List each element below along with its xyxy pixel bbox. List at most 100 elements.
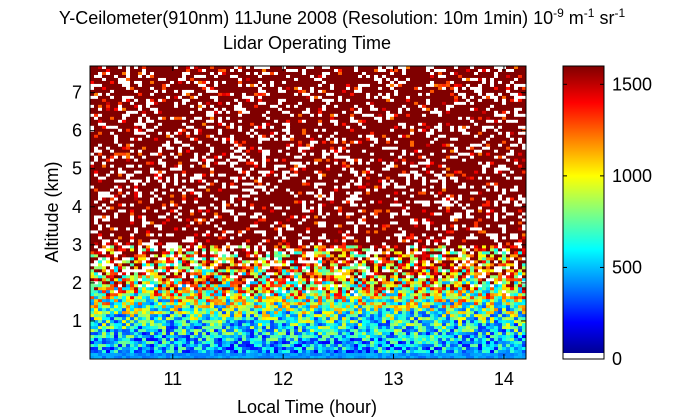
heatmap-cell <box>302 83 307 88</box>
heatmap-cell <box>274 197 279 201</box>
heatmap-cell <box>326 104 331 109</box>
heatmap-cell <box>286 116 291 121</box>
heatmap-cell <box>130 167 135 171</box>
heatmap-cell <box>234 167 239 171</box>
heatmap-cell <box>362 71 367 76</box>
heatmap-cell <box>318 161 323 166</box>
heatmap-cell <box>94 107 99 112</box>
heatmap-cell <box>366 155 371 160</box>
heatmap-cell <box>186 86 191 91</box>
heatmap-cell <box>222 113 227 118</box>
heatmap-cell <box>406 131 411 136</box>
heatmap-cell <box>154 173 159 177</box>
heatmap-cell <box>242 137 247 142</box>
heatmap-cell <box>94 122 99 127</box>
heatmap-cell <box>146 146 151 151</box>
heatmap-cell <box>218 101 223 106</box>
heatmap-cell <box>262 164 267 168</box>
heatmap-cell <box>230 77 235 82</box>
heatmap-cell <box>222 107 227 112</box>
heatmap-cell <box>142 149 147 154</box>
heatmap-cell <box>314 170 319 174</box>
heatmap-cell <box>402 119 407 124</box>
heatmap-cell <box>250 104 255 109</box>
heatmap-cell <box>414 116 419 121</box>
heatmap-cell <box>246 80 251 85</box>
heatmap-cell <box>290 77 295 82</box>
heatmap-cell <box>302 71 307 76</box>
heatmap-cell <box>418 161 423 166</box>
heatmap-cell <box>306 89 311 94</box>
heatmap-cell <box>246 164 251 168</box>
heatmap-cell <box>454 137 459 142</box>
heatmap-cell <box>358 101 363 106</box>
heatmap-cell <box>378 167 383 171</box>
heatmap-cell <box>94 98 99 103</box>
heatmap-cell <box>282 113 287 118</box>
heatmap-cell <box>134 137 139 142</box>
heatmap-cell <box>494 89 499 94</box>
heatmap-cell <box>362 92 367 97</box>
heatmap-cell <box>350 194 355 198</box>
heatmap-cell <box>154 68 159 73</box>
heatmap-cell <box>470 98 475 103</box>
heatmap-cell <box>414 71 419 76</box>
heatmap-cell <box>314 131 319 136</box>
heatmap-cell <box>230 122 235 127</box>
heatmap-cell <box>494 149 499 154</box>
heatmap-cell <box>470 122 475 127</box>
heatmap-cell <box>194 116 199 121</box>
heatmap-cell <box>470 185 475 189</box>
heatmap-cell <box>158 113 163 118</box>
heatmap-cell <box>442 197 447 201</box>
heatmap-cell <box>222 98 227 103</box>
heatmap-cell <box>362 104 367 109</box>
heatmap-cell <box>254 140 259 145</box>
heatmap-cell <box>338 137 343 142</box>
heatmap-cell <box>482 125 487 130</box>
heatmap-cell <box>398 146 403 151</box>
heatmap-cell <box>366 191 371 195</box>
heatmap-cell <box>150 176 155 180</box>
heatmap-cell <box>442 86 447 91</box>
heatmap-cell <box>430 116 435 121</box>
heatmap-cell <box>98 128 103 133</box>
heatmap-cell <box>142 155 147 160</box>
heatmap-cell <box>330 137 335 142</box>
heatmap-cell <box>310 188 315 192</box>
heatmap-cell <box>106 149 111 154</box>
heatmap-cell <box>142 173 147 177</box>
heatmap-cell <box>434 77 439 82</box>
heatmap-cell <box>294 161 299 166</box>
heatmap-cell <box>494 74 499 79</box>
heatmap-cell <box>498 77 503 82</box>
heatmap-cell <box>378 113 383 118</box>
heatmap-cell <box>290 200 295 204</box>
heatmap-cell <box>294 185 299 189</box>
heatmap-cell <box>330 128 335 133</box>
heatmap-cell <box>274 149 279 154</box>
heatmap-cell <box>462 83 467 88</box>
heatmap-cell <box>434 191 439 195</box>
heatmap-cell <box>178 116 183 121</box>
heatmap-cell <box>278 122 283 127</box>
heatmap-cell <box>486 74 491 79</box>
heatmap-cell <box>162 155 167 160</box>
heatmap-cell <box>470 143 475 148</box>
heatmap-cell <box>246 167 251 171</box>
heatmap-cell <box>466 125 471 130</box>
heatmap-cell <box>490 119 495 124</box>
heatmap-cell <box>218 66 223 70</box>
heatmap-cell <box>310 83 315 88</box>
heatmap-cell <box>502 167 507 171</box>
heatmap-cell <box>262 197 267 201</box>
heatmap-cell <box>430 143 435 148</box>
heatmap-cell <box>370 185 375 189</box>
heatmap-cell <box>370 77 375 82</box>
heatmap-cell <box>350 134 355 139</box>
heatmap-cell <box>386 188 391 192</box>
heatmap-cell <box>170 176 175 180</box>
heatmap-cell <box>506 122 511 127</box>
heatmap-cell <box>346 194 351 198</box>
heatmap-cell <box>202 128 207 133</box>
